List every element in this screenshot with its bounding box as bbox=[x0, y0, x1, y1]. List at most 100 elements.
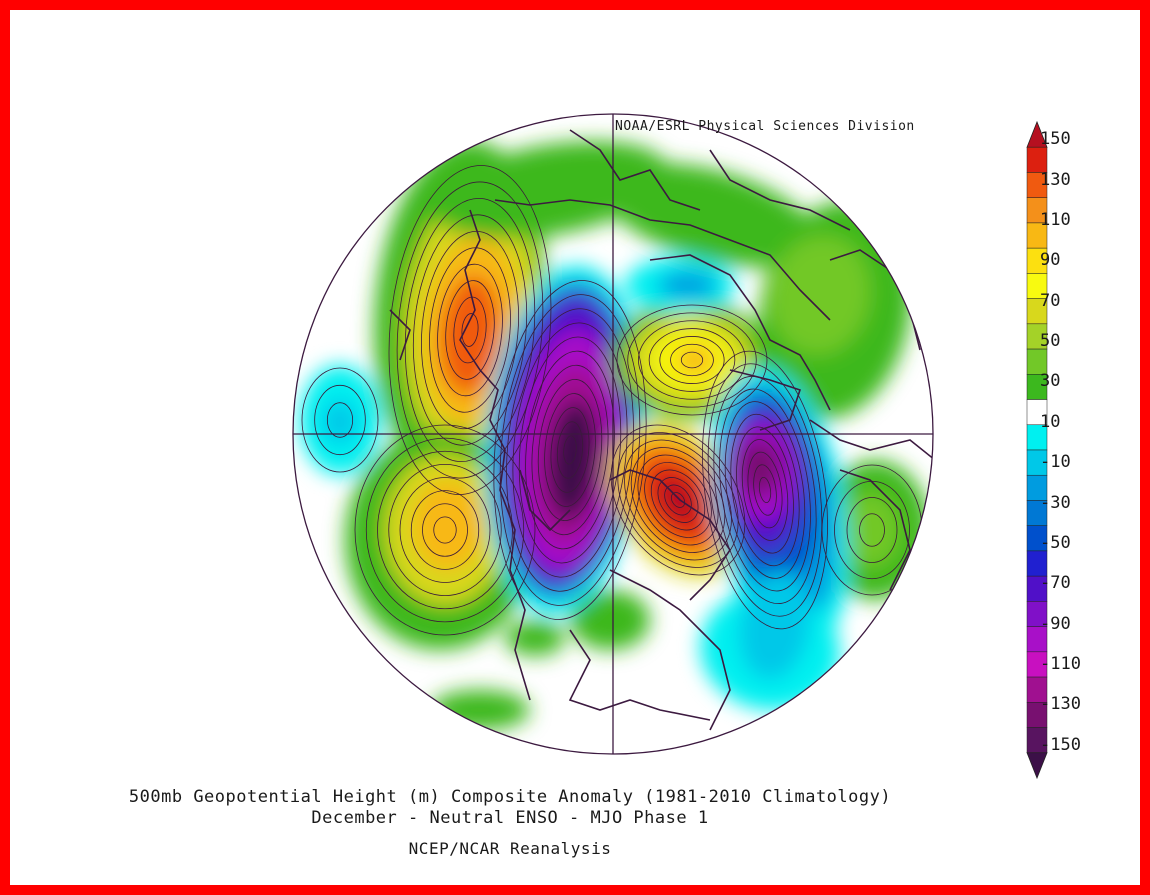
colorbar-swatch bbox=[1026, 146, 1048, 173]
coastline bbox=[459, 209, 531, 701]
contour-line bbox=[453, 296, 487, 364]
contour-line bbox=[648, 328, 736, 392]
contour-line bbox=[637, 454, 719, 546]
contour-line bbox=[659, 336, 725, 384]
contour-line bbox=[670, 343, 714, 377]
coastline bbox=[568, 629, 711, 721]
contour-line bbox=[388, 165, 552, 495]
anomaly-region bbox=[840, 492, 900, 568]
colorbar bbox=[1026, 120, 1048, 780]
colorbar-label: -10 bbox=[1040, 452, 1071, 473]
contour-line bbox=[461, 313, 479, 347]
colorbar-label: 70 bbox=[1040, 290, 1061, 311]
anomaly-region bbox=[439, 275, 501, 395]
contour-line bbox=[550, 407, 590, 493]
contour-line bbox=[736, 426, 794, 554]
colorbar-label: -90 bbox=[1040, 613, 1071, 634]
anomaly-region bbox=[603, 163, 817, 267]
colorbar-label: 10 bbox=[1040, 411, 1061, 432]
colorbar-label: -130 bbox=[1040, 694, 1081, 715]
contour-line bbox=[512, 322, 628, 578]
coastline bbox=[709, 149, 851, 231]
coastline bbox=[609, 569, 731, 731]
chart-title-line1: 500mb Geopotential Height (m) Composite … bbox=[128, 787, 892, 807]
contour-line bbox=[680, 351, 704, 369]
contour-line bbox=[404, 197, 536, 463]
anomaly-field bbox=[293, 114, 933, 754]
contour-line bbox=[638, 320, 746, 400]
colorbar-label: 50 bbox=[1040, 331, 1061, 352]
colorbar-label: 130 bbox=[1040, 169, 1071, 190]
contour-line bbox=[702, 350, 828, 630]
chart-title-line2: December - Neutral ENSO - MJO Phase 1 bbox=[311, 808, 709, 828]
contour-line bbox=[537, 378, 603, 522]
contour-line bbox=[412, 214, 528, 446]
contour-line bbox=[422, 503, 468, 557]
contour-line bbox=[650, 469, 706, 531]
colorbar-label: -50 bbox=[1040, 532, 1071, 553]
contour-line bbox=[713, 375, 817, 605]
contour-line bbox=[707, 363, 823, 617]
contour-line bbox=[518, 336, 622, 564]
anomaly-region bbox=[675, 345, 715, 375]
contour-line bbox=[556, 421, 584, 479]
contour-line bbox=[326, 402, 354, 438]
coastline bbox=[519, 469, 571, 532]
colorbar-label: -70 bbox=[1040, 573, 1071, 594]
contour-line bbox=[724, 401, 806, 579]
colorbar-label: 110 bbox=[1040, 209, 1071, 230]
contour-line bbox=[314, 384, 366, 456]
polar-map bbox=[292, 113, 1048, 780]
colorbar-label: 150 bbox=[1040, 129, 1071, 150]
contour-line bbox=[365, 437, 525, 623]
contour-line bbox=[493, 280, 647, 620]
anomaly-region bbox=[738, 438, 782, 498]
contour-line bbox=[445, 280, 495, 380]
contour-line bbox=[630, 447, 726, 553]
coastline bbox=[569, 129, 701, 211]
contour-line bbox=[437, 263, 503, 397]
contour-line bbox=[616, 304, 768, 416]
contour-line bbox=[429, 247, 511, 413]
contour-line bbox=[644, 462, 712, 538]
contour-line bbox=[664, 484, 692, 516]
contour-line bbox=[846, 497, 898, 563]
contour-line bbox=[719, 388, 811, 592]
anomaly-region bbox=[413, 480, 483, 570]
contour-line bbox=[747, 451, 783, 529]
contour-line bbox=[563, 435, 577, 465]
colorbar-label: -110 bbox=[1040, 654, 1081, 675]
colorbar-label: 90 bbox=[1040, 250, 1061, 271]
contour-line bbox=[741, 439, 789, 541]
contour-line bbox=[753, 464, 777, 516]
coastline bbox=[839, 469, 911, 591]
contour-line bbox=[730, 413, 800, 567]
anomaly-region bbox=[322, 400, 358, 444]
anomaly-region bbox=[658, 271, 718, 299]
coastlines bbox=[389, 129, 933, 731]
anomaly-region bbox=[431, 141, 669, 239]
contour-line bbox=[624, 439, 732, 561]
map-frame: NOAA/ESRL Physical Sciences Division 500… bbox=[10, 10, 1140, 885]
contour-line bbox=[354, 424, 536, 636]
contour-line bbox=[301, 367, 379, 473]
contour-line bbox=[627, 312, 757, 408]
contour-line bbox=[399, 477, 491, 583]
anomaly-region bbox=[430, 690, 530, 730]
globe-outline bbox=[292, 113, 934, 755]
contour-line bbox=[410, 490, 480, 570]
contour-line bbox=[758, 476, 772, 504]
colorbar-label: 30 bbox=[1040, 371, 1061, 392]
colorbar-label: -150 bbox=[1040, 734, 1081, 755]
contour-line bbox=[859, 513, 885, 547]
contour-line bbox=[610, 424, 746, 576]
coastline bbox=[729, 369, 802, 431]
coastline bbox=[649, 254, 831, 411]
colorbar-label: -30 bbox=[1040, 492, 1071, 513]
coastline bbox=[389, 309, 411, 361]
anomaly-region bbox=[769, 235, 871, 355]
coastline bbox=[609, 469, 731, 601]
contour-line bbox=[421, 230, 519, 430]
contour-line bbox=[396, 181, 544, 479]
contour-line bbox=[531, 364, 609, 536]
